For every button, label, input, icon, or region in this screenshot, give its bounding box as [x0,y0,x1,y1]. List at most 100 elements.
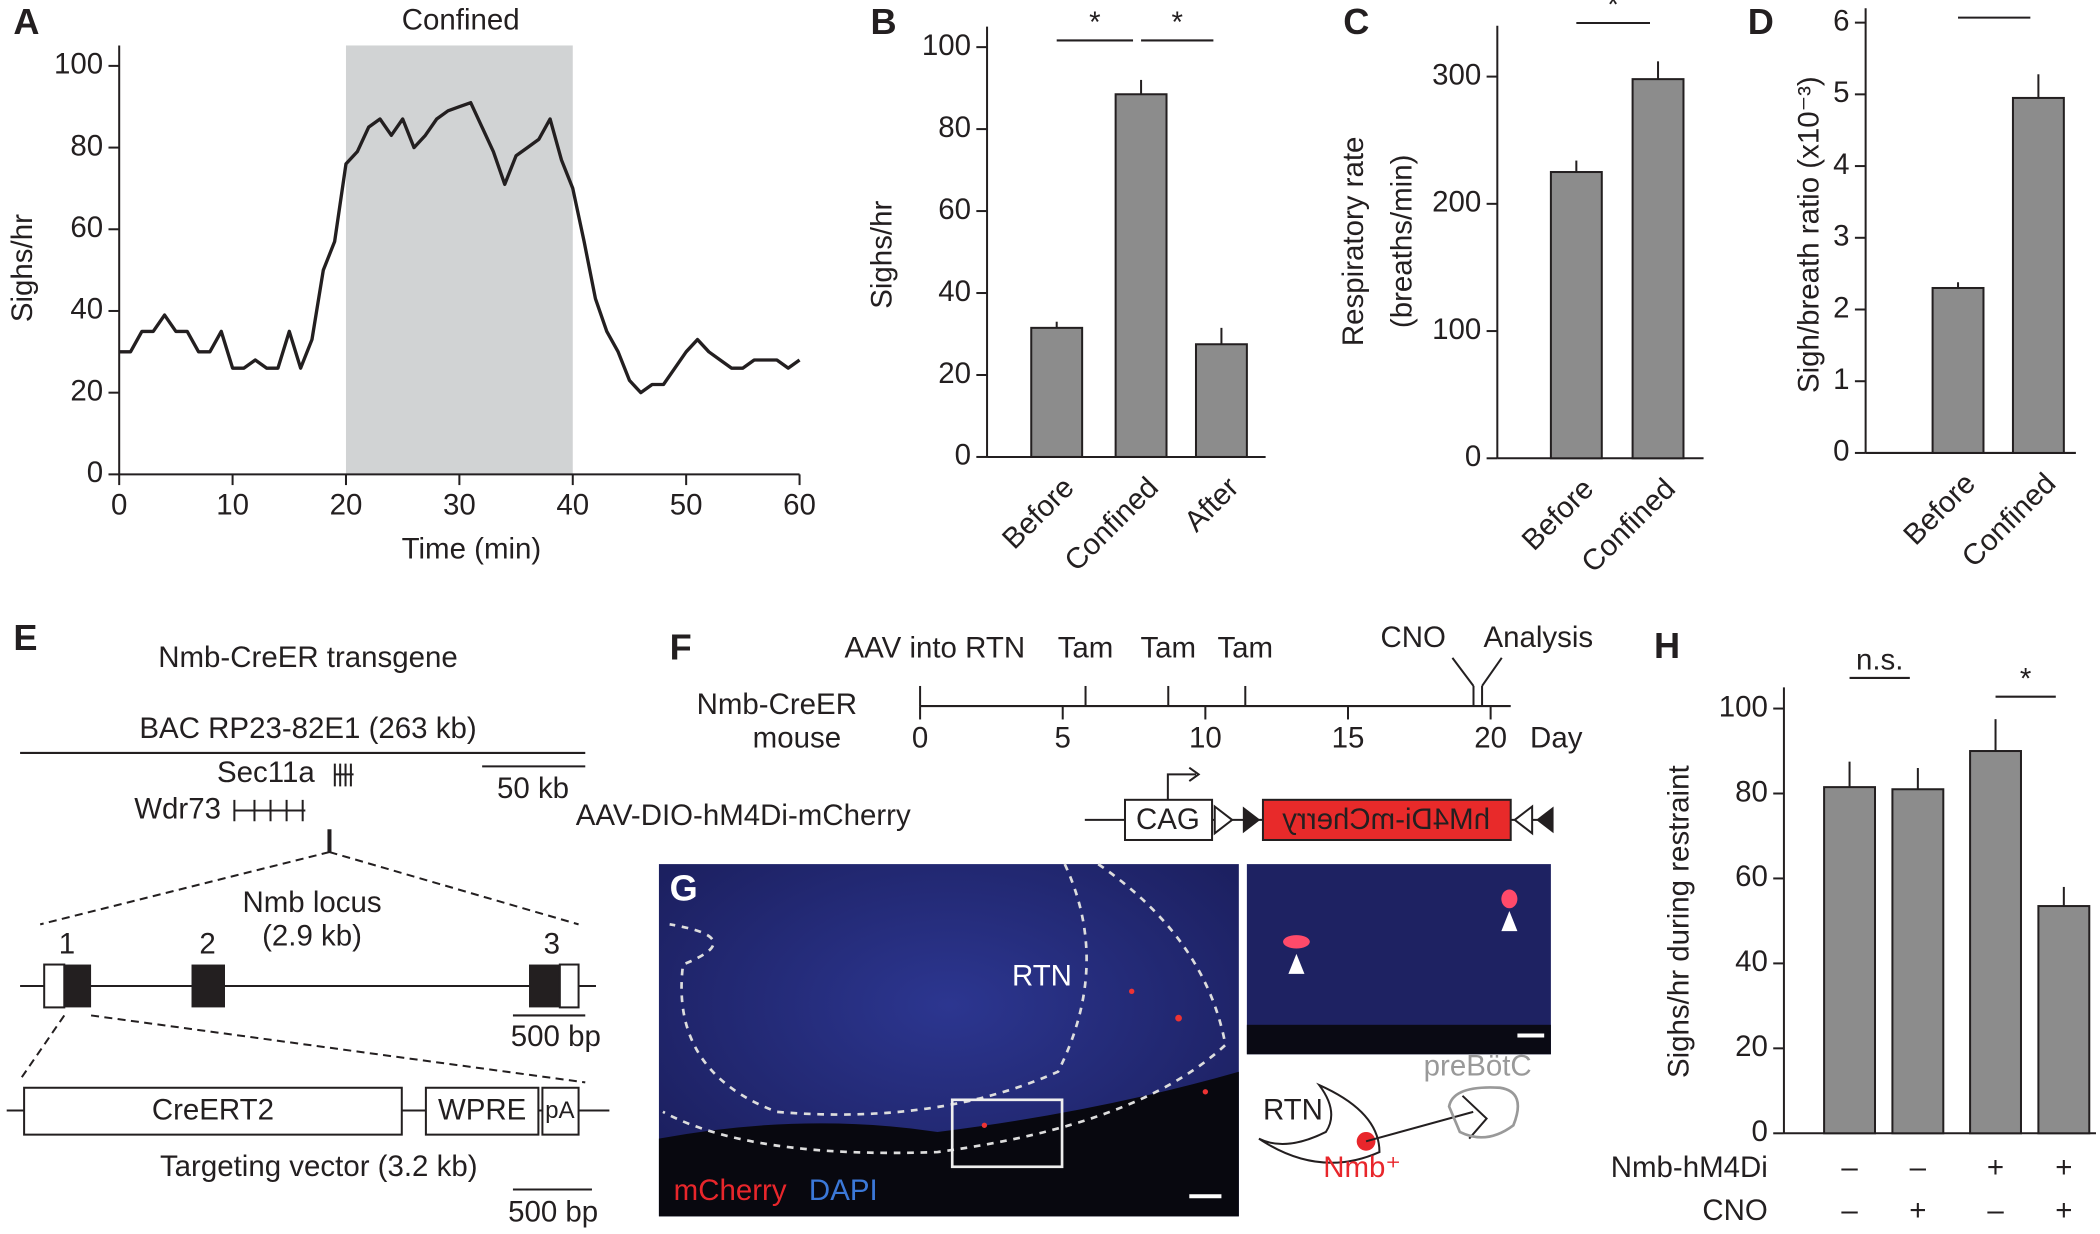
x-tick-label: 60 [783,488,816,521]
cell [1175,1014,1182,1022]
condition-value: – [1987,1194,2004,1227]
panel-letter: E [13,617,37,658]
x-tick-label: 30 [443,488,476,521]
y-tick-label: 60 [70,211,103,244]
x-tick-label: Confined [1058,471,1165,578]
y-tick-label: 5 [1833,76,1849,109]
condition-name: CNO [1702,1194,1767,1227]
gene-label: Wdr73 [134,792,221,825]
bar [1969,750,2022,1135]
event-label: Analysis [1483,621,1593,654]
gene-label: Sec11a [217,756,315,789]
y-axis-label: Sighs/hr [6,214,39,322]
y-axis-label: Sighs/hr during restraint [1663,765,1696,1078]
day-label: 20 [1474,721,1507,754]
cell [1129,988,1135,995]
condition-value: + [2055,1151,2072,1184]
condition-value: + [1909,1194,1926,1227]
event-label: Tam [1217,632,1273,665]
mouse-label: mouse [753,721,841,754]
x-axis-label: Time (min) [402,532,542,565]
projection [1365,1095,1488,1143]
condition-value: – [1841,1151,1858,1184]
y-tick-label: 0 [1465,440,1481,473]
promoter-arrow [1166,766,1201,800]
lox-site [1213,804,1234,836]
y-tick-label: 20 [1735,1030,1768,1063]
bar [1030,326,1084,458]
y-tick-label: 80 [938,111,971,144]
day-label: 0 [912,721,928,754]
panel-g: G RTN mCherry DAPI RTN preBötC Nmb⁺ [658,862,1551,1217]
utr [558,963,580,1009]
bar [1631,78,1685,460]
condition-value: – [1910,1151,1927,1184]
significance-label: * [1607,0,1618,22]
stain-label: DAPI [809,1174,878,1207]
locus-label: (2.9 kb) [262,920,362,953]
y-tick-label: 4 [1833,148,1849,181]
cell [981,1122,988,1128]
significance-label: * [1171,6,1182,39]
y-tick-label: 300 [1432,58,1481,91]
panel-e: E Nmb-CreER transgene BAC RP23-82E1 (263… [6,617,610,1228]
lox-site [1513,804,1534,836]
event-label: Tam [1058,632,1114,665]
day-label: 15 [1332,721,1365,754]
schematic-label: Nmb⁺ [1323,1151,1401,1184]
significance-label: * [1988,0,1999,16]
y-tick-label: 3 [1833,220,1849,253]
event-label: Tam [1140,632,1196,665]
promoter-label: CAG [1136,803,1200,836]
condition-value: + [2055,1194,2072,1227]
y-tick-label: 0 [1751,1115,1767,1148]
tissue-edge [658,1071,1239,1217]
significance-label: n.s. [1856,644,1903,677]
insert-label: hM4Di-mCherry [1282,803,1490,836]
unit-label: Day [1530,721,1583,754]
x-tick-label: 0 [111,488,127,521]
schematic-label: preBötC [1424,1049,1532,1082]
condition-value: + [1987,1151,2004,1184]
scale-label: 50 kb [497,772,569,805]
diagram-title: Nmb-CreER transgene [158,641,458,674]
region-label: RTN [1012,960,1072,993]
panel-letter: C [1343,1,1369,42]
y-axis-label: Respiratory rate [1337,137,1370,347]
panel-letter: F [670,626,692,667]
zoom-line [19,1014,586,1084]
exon [64,964,92,1008]
element-label: CreERT2 [152,1094,274,1127]
day-label: 10 [1189,721,1222,754]
panel-letter: A [13,1,39,42]
vector-element [424,1086,540,1136]
insert-box [1261,798,1512,841]
region-label: Confined [402,3,520,36]
rtn-schematic [1258,1082,1381,1164]
line [119,100,801,395]
x-tick-label: 20 [330,488,363,521]
promoter-box [1123,798,1214,841]
panel-letter: H [1654,625,1680,666]
vector-element [23,1086,403,1136]
vector-element [541,1086,580,1136]
y-tick-label: 200 [1432,186,1481,219]
schematic-label: RTN [1263,1094,1323,1127]
zoom-line [39,851,579,926]
gene [233,799,306,822]
bar [1891,788,1945,1135]
region-outline [669,863,1088,1116]
y-tick-label: 80 [70,129,103,162]
exon [529,964,560,1008]
cell [1283,935,1310,949]
y-axis-label: Sigh/breath ratio (x10⁻³) [1792,76,1825,393]
scale-label: 500 bp [511,1020,601,1053]
cell [1202,1089,1209,1095]
shaded-region [345,45,573,475]
y-tick-label: 80 [1735,775,1768,808]
vector-label: Targeting vector (3.2 kb) [160,1150,478,1183]
stain-label: mCherry [674,1174,787,1207]
panel-letter: B [871,1,897,42]
significance-label: * [2020,662,2031,695]
lox-site [1242,806,1261,834]
